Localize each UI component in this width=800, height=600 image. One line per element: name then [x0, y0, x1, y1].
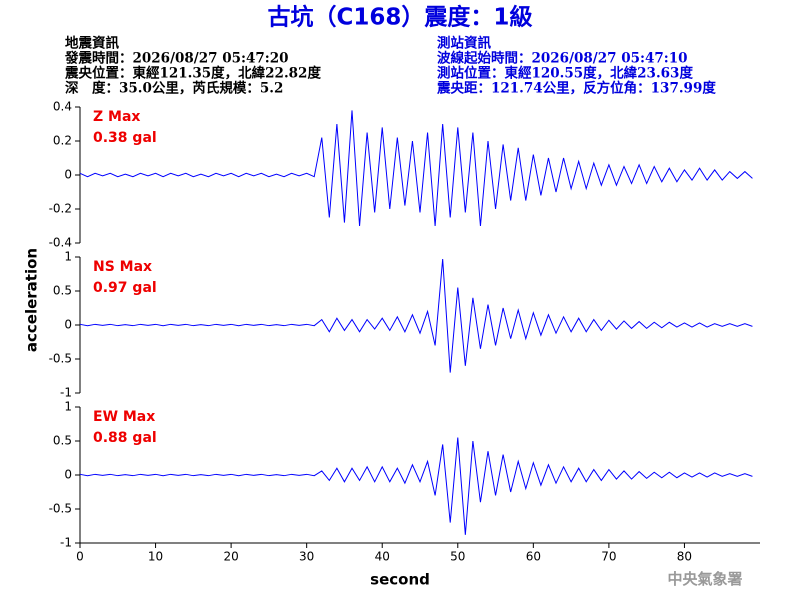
info-line: 震央距：121.74公里，反方位角：137.99度 — [436, 80, 716, 97]
info-line: 震央位置：東經121.35度，北緯22.82度 — [64, 65, 321, 82]
y-axis-label: acceleration — [23, 248, 41, 352]
waveform — [79, 258, 753, 373]
y-tick-label: -1 — [60, 386, 72, 400]
y-tick-label: -0.4 — [49, 236, 72, 250]
x-tick-label: 60 — [526, 550, 541, 564]
max-annotation: 0.97 gal — [93, 280, 157, 296]
y-tick-label: -0.2 — [49, 202, 72, 216]
x-tick-label: 0 — [76, 550, 84, 564]
y-tick-label: 0.5 — [53, 284, 72, 298]
x-tick-label: 10 — [148, 550, 163, 564]
y-tick-label: 0.2 — [53, 134, 72, 148]
waveform — [79, 437, 753, 535]
y-tick-label: -0.5 — [49, 502, 72, 516]
y-tick-label: 0.5 — [53, 434, 72, 448]
max-annotation: EW Max — [93, 409, 155, 425]
x-tick-label: 20 — [223, 550, 238, 564]
x-tick-label: 30 — [299, 550, 314, 564]
max-annotation: 0.38 gal — [93, 130, 157, 146]
x-axis-label: second — [370, 571, 430, 589]
max-annotation: NS Max — [93, 259, 152, 275]
agency: 中央氣象署 — [667, 570, 742, 588]
x-tick-label: 50 — [450, 550, 465, 564]
info-line: 發震時間：2026/08/27 05:47:20 — [64, 50, 289, 67]
y-tick-label: -0.5 — [49, 352, 72, 366]
info-line: 波線起始時間：2026/08/27 05:47:10 — [437, 50, 688, 67]
chart-title: 古坑（C168）震度：1級 — [268, 4, 533, 31]
y-tick-label: 0 — [64, 318, 72, 332]
max-annotation: 0.88 gal — [93, 430, 157, 446]
x-tick-label: 80 — [677, 550, 692, 564]
y-tick-label: 0.4 — [53, 100, 72, 114]
y-tick-label: -1 — [60, 536, 72, 550]
waveform — [79, 110, 753, 227]
y-tick-label: 1 — [64, 250, 72, 264]
x-tick-label: 70 — [601, 550, 616, 564]
info-line: 深 度：35.0公里，芮氏規模：5.2 — [65, 80, 283, 97]
info-line: 測站位置：東經120.55度，北緯23.63度 — [437, 65, 693, 82]
x-tick-label: 40 — [375, 550, 390, 564]
info-line: 地震資訊 — [65, 35, 119, 52]
y-tick-label: 1 — [64, 400, 72, 414]
info-line: 測站資訊 — [437, 35, 491, 52]
y-tick-label: 0 — [64, 168, 72, 182]
max-annotation: Z Max — [93, 109, 140, 125]
y-tick-label: 0 — [64, 468, 72, 482]
